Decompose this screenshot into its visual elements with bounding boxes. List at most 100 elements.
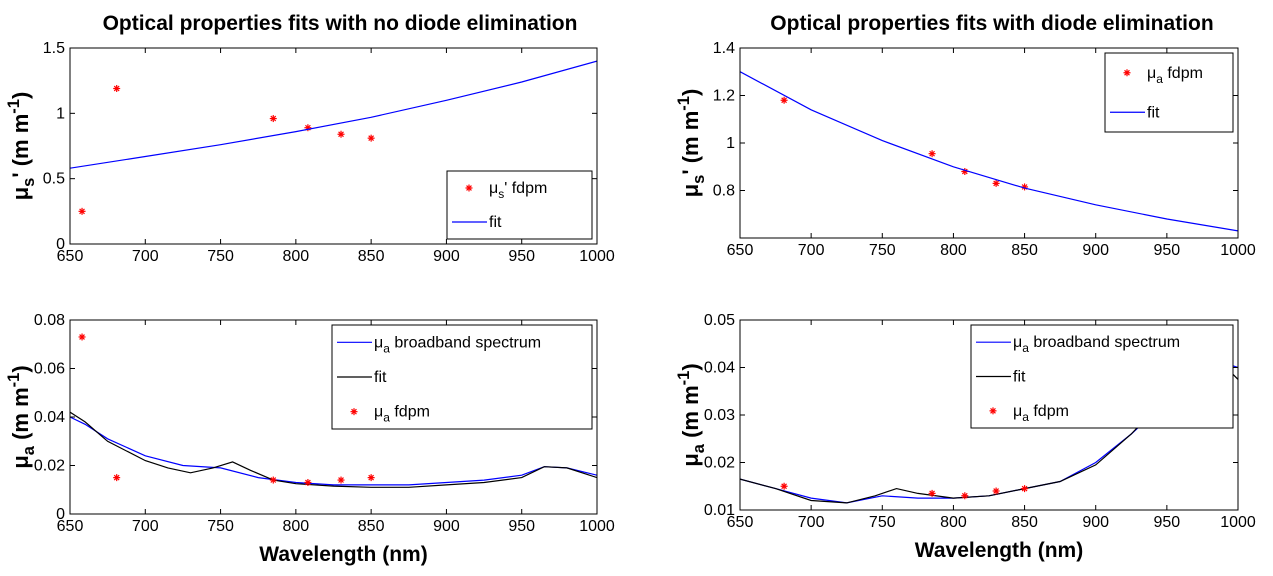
y-tick-label: 0.03 [704, 407, 735, 424]
legend: μa broadband spectrum fit μa fdpm [970, 324, 1234, 429]
x-tick-label: 1000 [1220, 242, 1256, 259]
x-tick-label: 750 [207, 248, 234, 265]
svg-text:μa (m m-1): μa (m m-1) [675, 363, 708, 466]
y-tick-label: 0.06 [34, 361, 65, 378]
series-line [740, 71, 1238, 232]
series-line [70, 416, 597, 486]
label-text: μa fdpm [1013, 403, 1069, 424]
x-tick-label: 800 [940, 242, 967, 259]
y-tick-label: 1.5 [43, 40, 65, 57]
label-text: fit [489, 214, 502, 231]
chart-panel-4: 650 700 750 800 850 900 950 1000 0.01 0.02 0.03 0.0… [675, 312, 1256, 562]
label-text: fit [1147, 104, 1160, 121]
x-tick-label: 650 [57, 248, 84, 265]
y-tick-label: 0 [56, 236, 65, 253]
x-tick-label: 650 [57, 518, 84, 535]
label-text: μs' fdpm [489, 180, 547, 201]
y-axis-label: μs' (m m-1) [675, 89, 708, 198]
y-tick-label: 1.4 [713, 40, 735, 57]
data-point-marker [78, 333, 86, 341]
series-line [70, 411, 597, 488]
x-tick-label: 700 [798, 514, 825, 531]
data-point-marker [113, 474, 121, 482]
x-tick-label: 700 [132, 518, 159, 535]
x-tick-label: 850 [1011, 514, 1038, 531]
y-tick-label: 1.2 [713, 88, 735, 105]
x-tick-label: 800 [283, 518, 310, 535]
legend-box [331, 324, 593, 430]
svg-text:μs' (m m-1): μs' (m m-1) [675, 89, 708, 198]
y-axis-label: μs' (m m-1) [5, 92, 38, 201]
data-point-marker [350, 408, 358, 416]
y-tick-label: 0.01 [704, 502, 735, 519]
x-tick-label: 800 [283, 248, 310, 265]
data-point-marker [928, 489, 936, 497]
x-tick-label: 850 [358, 518, 385, 535]
x-tick-label: 900 [1082, 514, 1109, 531]
x-tick-label: 650 [727, 514, 754, 531]
x-tick-label: 850 [1011, 242, 1038, 259]
data-point-marker [269, 115, 277, 123]
svg-text:μs' (m m-1): μs' (m m-1) [5, 92, 38, 201]
legend-box [446, 170, 593, 240]
label-text: fit [374, 369, 387, 386]
label-text: μa fdpm [1147, 65, 1203, 86]
x-tick-label: 750 [869, 514, 896, 531]
data-point-marker [1123, 69, 1131, 77]
y-tick-label: 1 [726, 135, 735, 152]
y-tick-label: 0.04 [704, 360, 735, 377]
chart-panel-3: 650 700 750 800 850 900 950 1000 0 0.02 0.04 0.06 0.… [5, 312, 615, 566]
x-axis-label: Wavelength (nm) [915, 539, 1083, 562]
series-line [70, 60, 597, 169]
data-point-marker [367, 134, 375, 142]
chart-panel-2: 650 700 750 800 850 900 950 1000 0.8 1 1.2 1.4 Optic… [675, 12, 1256, 259]
legend: μa fdpm fit [1104, 52, 1234, 133]
data-point-marker [78, 207, 86, 215]
data-point-marker [928, 150, 936, 158]
data-point-marker [1021, 485, 1029, 493]
chart-title: Optical properties fits with diode elimi… [770, 12, 1213, 35]
x-tick-label: 900 [433, 518, 460, 535]
x-tick-label: 700 [798, 242, 825, 259]
x-tick-label: 750 [207, 518, 234, 535]
label-text: μa fdpm [374, 404, 430, 425]
data-point-marker [961, 492, 969, 500]
label-text: μa broadband spectrum [1013, 334, 1180, 355]
data-point-marker [992, 179, 1000, 187]
x-tick-label: 950 [508, 248, 535, 265]
x-tick-label: 950 [1154, 242, 1181, 259]
x-tick-label: 1000 [1220, 514, 1256, 531]
data-point-marker [992, 487, 1000, 495]
chart-title: Optical properties fits with no diode el… [103, 12, 578, 35]
x-axis-label: Wavelength (nm) [259, 543, 427, 566]
y-tick-label: 0.04 [34, 409, 65, 426]
data-point-marker [989, 407, 997, 415]
y-tick-label: 0.05 [704, 312, 735, 329]
x-tick-label: 1000 [579, 518, 615, 535]
legend-box [970, 324, 1234, 429]
legend: μs' fdpm fit [446, 170, 593, 240]
x-tick-label: 700 [132, 248, 159, 265]
x-tick-label: 900 [433, 248, 460, 265]
x-tick-label: 800 [940, 514, 967, 531]
legend-box [1104, 52, 1234, 133]
y-tick-label: 0.08 [34, 312, 65, 329]
data-point-marker [269, 476, 277, 484]
x-tick-label: 850 [358, 248, 385, 265]
data-point-marker [337, 130, 345, 138]
axes-box [69, 47, 598, 245]
data-point-marker [113, 85, 121, 93]
x-tick-label: 650 [727, 242, 754, 259]
label-text: μa broadband spectrum [374, 334, 541, 355]
y-tick-label: 0.02 [34, 458, 65, 475]
y-axis-label: μa (m m-1) [5, 365, 38, 468]
y-tick-label: 0 [56, 506, 65, 523]
data-point-marker [337, 476, 345, 484]
legend: μa broadband spectrum fit μa fdpm [331, 324, 593, 430]
x-tick-label: 750 [869, 242, 896, 259]
y-axis-label: μa (m m-1) [675, 363, 708, 466]
data-point-marker [780, 482, 788, 490]
svg-text:μa (m m-1): μa (m m-1) [5, 365, 38, 468]
chart-panel-1: 650 700 750 800 850 900 950 1000 0 0.5 1 1.5 Optical… [5, 12, 615, 265]
data-point-marker [304, 478, 312, 486]
